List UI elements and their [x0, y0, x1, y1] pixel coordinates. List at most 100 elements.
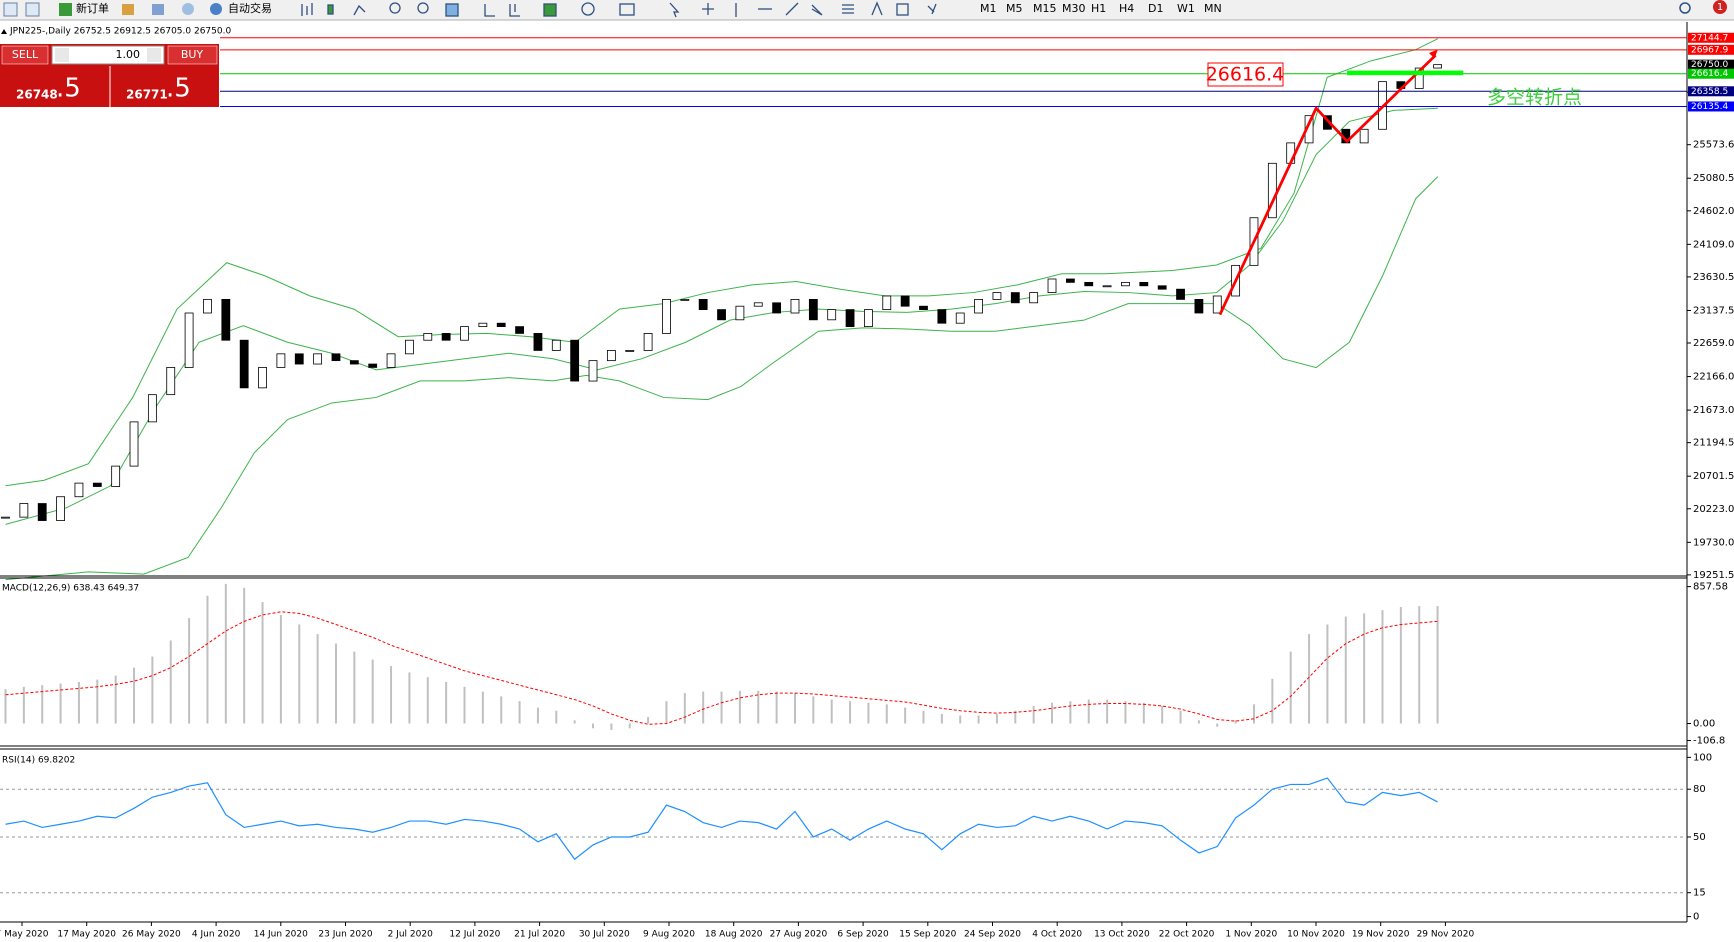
- plot-layer: JPN225-,Daily 26752.5 26912.5 26705.0 26…: [0, 22, 1734, 940]
- chart-header: JPN225-,Daily 26752.5 26912.5 26705.0 26…: [9, 27, 231, 37]
- y-tick-label: 19251.5: [1693, 570, 1734, 581]
- lots-value[interactable]: 1.00: [116, 48, 141, 61]
- zoom-in[interactable]: [389, 2, 401, 14]
- icon[interactable]: [301, 3, 313, 16]
- candle: [405, 339, 414, 355]
- timeframe[interactable]: H4: [1119, 2, 1134, 15]
- new-order-button[interactable]: 新订单: [76, 1, 109, 15]
- x-tick-label: 7 May 2020: [0, 930, 49, 940]
- ask-main[interactable]: 26771: [126, 88, 168, 102]
- x-tick-label: 29 Nov 2020: [1417, 930, 1475, 940]
- lots-input[interactable]: [51, 45, 165, 65]
- candle: [570, 339, 580, 382]
- candle: [533, 333, 543, 351]
- candle: [441, 333, 451, 341]
- y-tick-label: 20223.0: [1693, 504, 1734, 515]
- timeframe[interactable]: W1: [1177, 2, 1195, 15]
- x-tick-label: 30 Jul 2020: [579, 930, 630, 940]
- icon[interactable]: [619, 3, 635, 16]
- icon[interactable]: [445, 3, 459, 17]
- timeframe[interactable]: D1: [1148, 2, 1163, 15]
- y-tick-label: 21673.0: [1693, 405, 1734, 416]
- candle: [772, 302, 782, 314]
- label-tool[interactable]: [896, 3, 909, 16]
- candle: [1157, 285, 1167, 290]
- trendline[interactable]: [785, 2, 799, 16]
- timeframe[interactable]: M15: [1033, 2, 1057, 15]
- icon[interactable]: [353, 4, 366, 16]
- sell-button[interactable]: [1, 45, 49, 65]
- y-tick-label: 80: [1693, 784, 1706, 795]
- candle: [294, 353, 304, 365]
- candle: [955, 312, 965, 324]
- level-label-bg: [1688, 59, 1734, 70]
- shapes[interactable]: [927, 3, 937, 15]
- icon[interactable]: [327, 4, 334, 15]
- zoom-out[interactable]: [417, 2, 429, 14]
- buy-label[interactable]: BUY: [181, 48, 204, 61]
- y-tick-label: 24109.0: [1693, 239, 1734, 250]
- icon[interactable]: [3, 2, 18, 17]
- candle: [129, 421, 139, 467]
- icon[interactable]: [581, 2, 595, 16]
- timeframe[interactable]: H1: [1091, 2, 1106, 15]
- candle: [919, 305, 928, 311]
- search[interactable]: [1679, 2, 1691, 14]
- crosshair[interactable]: [702, 3, 714, 15]
- ask-frac[interactable]: .5: [166, 74, 191, 104]
- candle: [790, 298, 800, 314]
- rsi-line: [5, 777, 1438, 861]
- candle: [1, 516, 10, 519]
- candle: [1010, 292, 1020, 304]
- icon[interactable]: [152, 4, 164, 15]
- y-tick-label: 0: [1693, 912, 1699, 923]
- signal-line: [5, 611, 1438, 725]
- notification-badge[interactable]: [1713, 0, 1727, 14]
- channel[interactable]: [811, 4, 823, 16]
- fibo[interactable]: [842, 4, 854, 14]
- x-tick-label: 23 Jun 2020: [318, 930, 372, 940]
- timeframe[interactable]: M5: [1006, 2, 1023, 15]
- sell-label[interactable]: SELL: [12, 48, 39, 61]
- annotation-price: 26616.4: [1206, 64, 1285, 86]
- candle: [74, 482, 84, 498]
- level-label-bg: [1688, 86, 1734, 97]
- candle: [1065, 278, 1075, 283]
- candle: [900, 295, 910, 307]
- indicator-title: MACD(12,26,9) 638.43 649.37: [2, 584, 139, 594]
- icon[interactable]: [25, 2, 40, 17]
- icon[interactable]: [543, 3, 557, 17]
- buy-button[interactable]: [167, 45, 218, 65]
- icon[interactable]: [509, 4, 520, 17]
- text-tool[interactable]: [871, 1, 883, 16]
- candle: [276, 353, 286, 368]
- y-tick-label: 20701.5: [1693, 471, 1734, 482]
- icon[interactable]: [182, 3, 194, 15]
- x-tick-label: 12 Jul 2020: [449, 930, 500, 940]
- icon[interactable]: [484, 4, 495, 17]
- candle: [1359, 128, 1369, 144]
- candle: [551, 339, 561, 351]
- x-tick-label: 19 Nov 2020: [1352, 930, 1410, 940]
- timeframe[interactable]: M30: [1062, 2, 1086, 15]
- timeframe[interactable]: MN: [1204, 2, 1222, 15]
- lots-up[interactable]: [147, 48, 161, 62]
- new-order-icon[interactable]: [59, 3, 72, 16]
- bid-main[interactable]: 26748: [16, 88, 58, 102]
- timeframe[interactable]: M1: [980, 2, 997, 15]
- candle: [56, 496, 65, 521]
- candle: [203, 298, 212, 314]
- lots-down[interactable]: [55, 48, 69, 62]
- x-tick-label: 24 Sep 2020: [964, 930, 1021, 940]
- candle: [239, 339, 249, 389]
- icon[interactable]: [122, 4, 134, 15]
- auto-trade-button[interactable]: 自动交易: [228, 1, 272, 15]
- candle: [662, 298, 671, 334]
- timeframe-bar: M1 M5 M15 M30 H1 H4 D1 W1 MN: [980, 2, 1222, 15]
- bid-frac[interactable]: .5: [56, 74, 81, 104]
- auto-trade-icon[interactable]: [210, 3, 222, 15]
- candle: [258, 367, 267, 389]
- cursor[interactable]: [669, 2, 680, 18]
- y-tick-label: 857.58: [1693, 582, 1728, 593]
